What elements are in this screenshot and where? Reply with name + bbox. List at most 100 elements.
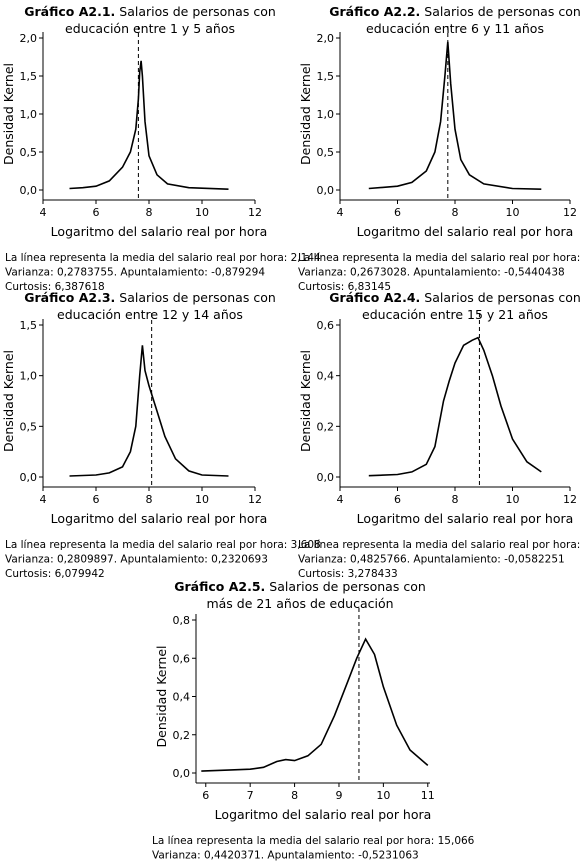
y-tick-label: 0,0 xyxy=(317,471,335,484)
density-curve xyxy=(201,637,429,772)
x-tick-label: 6 xyxy=(394,493,401,506)
note: Varianza: 0,2809897. Apuntalamiento: 0,2… xyxy=(5,554,268,566)
title-line: más de 21 años de educación xyxy=(206,596,393,611)
chart-panel: Gráfico A2.4. Salarios de personas con edu… xyxy=(298,290,580,580)
x-tick-label: 8 xyxy=(291,789,298,802)
y-tick-label: 0,0 xyxy=(173,767,191,780)
y-tick-label: 0,0 xyxy=(20,471,38,484)
note: La línea representa la media del salario… xyxy=(298,252,580,264)
title-line: educación entre 6 y 11 años xyxy=(366,21,544,36)
density-curve xyxy=(368,41,542,190)
title-line: Salarios de personas con xyxy=(424,4,580,19)
chart-panel: Gráfico A2.3. Salarios de personas con edu… xyxy=(1,290,321,580)
title-line: Salarios de personas con xyxy=(424,290,580,305)
x-tick-label: 4 xyxy=(337,493,344,506)
density-curve xyxy=(368,336,542,477)
title-number: Gráfico A2.3. xyxy=(24,290,115,305)
note: La línea representa la media del salario… xyxy=(298,539,580,551)
y-tick-label: 1,5 xyxy=(20,319,38,332)
x-tick-label: 12 xyxy=(563,493,577,506)
title-line: Salarios de personas con xyxy=(119,290,276,305)
note: Curtosis: 3,278433 xyxy=(298,568,398,580)
x-tick-label: 8 xyxy=(452,206,459,219)
y-tick-label: 1,5 xyxy=(317,70,335,83)
x-tick-label: 8 xyxy=(146,206,153,219)
x-tick-label: 12 xyxy=(563,206,577,219)
x-axis-label: Logaritmo del salario real por hora xyxy=(215,807,432,822)
x-tick-label: 8 xyxy=(146,493,153,506)
x-tick-label: 6 xyxy=(93,206,100,219)
x-tick-label: 7 xyxy=(247,789,254,802)
note: Varianza: 0,4420371. Apuntalamiento: -0,… xyxy=(152,850,419,862)
x-tick-label: 10 xyxy=(506,493,520,506)
density-curve xyxy=(69,60,229,190)
x-tick-label: 10 xyxy=(195,493,209,506)
x-tick-label: 4 xyxy=(40,493,47,506)
chart-title: Gráfico A2.3. Salarios de personas con xyxy=(24,290,276,305)
chart-panel: Gráfico A2.2. Salarios de personas con edu… xyxy=(298,4,580,293)
x-tick-label: 8 xyxy=(452,493,459,506)
chart-panel: Gráfico A2.1. Salarios de personas con edu… xyxy=(1,4,321,293)
note: Varianza: 0,4825766. Apuntalamiento: -0,… xyxy=(298,554,565,566)
x-tick-label: 12 xyxy=(248,206,262,219)
y-axis-label: Densidad Kernel xyxy=(298,63,313,165)
y-tick-label: 0,5 xyxy=(317,146,335,159)
y-axis-label: Densidad Kernel xyxy=(298,350,313,452)
y-tick-label: 0,5 xyxy=(20,146,38,159)
y-tick-label: 0,0 xyxy=(317,184,335,197)
x-tick-label: 10 xyxy=(376,789,390,802)
title-number: Gráfico A2.1. xyxy=(24,4,115,19)
y-tick-label: 2,0 xyxy=(20,32,38,45)
x-axis-label: Logaritmo del salario real por hora xyxy=(51,224,268,239)
chart-title: Gráfico A2.1. Salarios de personas con xyxy=(24,4,276,19)
y-tick-label: 0,2 xyxy=(317,420,335,433)
title-number: Gráfico A2.5. xyxy=(174,579,265,594)
title-line: educación entre 12 y 14 años xyxy=(57,307,243,322)
note: Varianza: 0,2673028. Apuntalamiento: -0,… xyxy=(298,267,565,279)
y-tick-label: 0,6 xyxy=(173,652,191,665)
chart-title: Gráfico A2.4. Salarios de personas con xyxy=(329,290,580,305)
y-tick-label: 0,8 xyxy=(173,614,191,627)
title-line: educación entre 15 y 21 años xyxy=(362,307,548,322)
title-line: Salarios de personas con xyxy=(269,579,426,594)
y-tick-label: 0,6 xyxy=(317,319,335,332)
y-tick-label: 2,0 xyxy=(317,32,335,45)
y-axis-label: Densidad Kernel xyxy=(1,63,16,165)
y-axis-label: Densidad Kernel xyxy=(154,646,169,748)
x-tick-label: 4 xyxy=(40,206,47,219)
x-tick-label: 10 xyxy=(195,206,209,219)
x-tick-label: 6 xyxy=(394,206,401,219)
note: La línea representa la media del salario… xyxy=(152,835,475,847)
x-tick-label: 10 xyxy=(506,206,520,219)
density-curve xyxy=(69,345,229,477)
chart-panel: Gráfico A2.5. Salarios de personas con más… xyxy=(152,579,475,862)
y-tick-label: 0,4 xyxy=(173,691,191,704)
y-tick-label: 0,4 xyxy=(317,370,335,383)
chart-title: Gráfico A2.2. Salarios de personas con xyxy=(329,4,580,19)
x-tick-label: 4 xyxy=(337,206,344,219)
y-tick-label: 1,0 xyxy=(20,108,38,121)
x-axis-label: Logaritmo del salario real por hora xyxy=(51,511,268,526)
note: Curtosis: 6,83145 xyxy=(298,281,391,293)
x-axis-label: Logaritmo del salario real por hora xyxy=(357,224,574,239)
title-number: Gráfico A2.2. xyxy=(329,4,420,19)
note: Curtosis: 6,387618 xyxy=(5,281,105,293)
title-number: Gráfico A2.4. xyxy=(329,290,420,305)
x-tick-label: 9 xyxy=(335,789,342,802)
y-tick-label: 1,0 xyxy=(317,108,335,121)
note: La línea representa la media del salario… xyxy=(5,539,321,551)
x-tick-label: 11 xyxy=(421,789,435,802)
y-tick-label: 0,2 xyxy=(173,729,191,742)
y-axis-label: Densidad Kernel xyxy=(1,350,16,452)
y-tick-label: 0,5 xyxy=(20,420,38,433)
chart-title: Gráfico A2.5. Salarios de personas con xyxy=(174,579,426,594)
note: Curtosis: 6,079942 xyxy=(5,568,105,580)
y-tick-label: 1,5 xyxy=(20,70,38,83)
title-line: Salarios de personas con xyxy=(119,4,276,19)
x-tick-label: 6 xyxy=(93,493,100,506)
x-tick-label: 12 xyxy=(248,493,262,506)
x-tick-label: 6 xyxy=(202,789,209,802)
y-tick-label: 1,0 xyxy=(20,370,38,383)
y-tick-label: 0,0 xyxy=(20,184,38,197)
